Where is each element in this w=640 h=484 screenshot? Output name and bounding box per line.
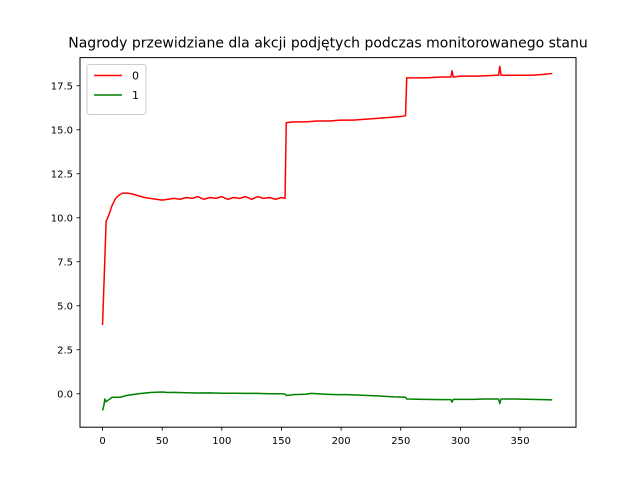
y-tick-label: 2.5 <box>57 345 73 356</box>
x-tick-label: 300 <box>451 436 470 447</box>
y-tick-label: 7.5 <box>57 257 73 268</box>
series-layer <box>101 65 553 411</box>
y-tick-label: 12.5 <box>51 169 73 180</box>
x-tick-label: 250 <box>391 436 410 447</box>
x-tick-label: 200 <box>332 436 351 447</box>
y-tick-label: 10.0 <box>51 213 73 224</box>
y-tick-label: 17.5 <box>51 81 73 92</box>
series-line-0 <box>101 65 553 326</box>
legend: 01 <box>86 64 147 115</box>
y-tick-label: 15.0 <box>51 125 73 136</box>
x-tick-label: 0 <box>99 436 105 447</box>
y-axis: 0.0 2.5 5.0 7.5 10.0 12.5 15.0 17.5 <box>51 81 80 400</box>
series-line-1 <box>101 391 553 411</box>
x-tick-label: 100 <box>212 436 231 447</box>
plot-area-frame <box>79 57 577 428</box>
y-tick-label: 0.0 <box>57 389 73 400</box>
y-tick-label: 5.0 <box>57 301 73 312</box>
x-axis: 0 50 100 150 200 250 300 350 <box>99 427 530 447</box>
legend-label-1: 1 <box>132 89 139 102</box>
x-tick-label: 150 <box>272 436 291 447</box>
x-tick-label: 350 <box>511 436 530 447</box>
chart-title: Nagrody przewidziane dla akcji podjętych… <box>68 36 587 52</box>
legend-box <box>86 64 147 115</box>
x-tick-label: 50 <box>156 436 169 447</box>
legend-label-0: 0 <box>132 70 139 83</box>
